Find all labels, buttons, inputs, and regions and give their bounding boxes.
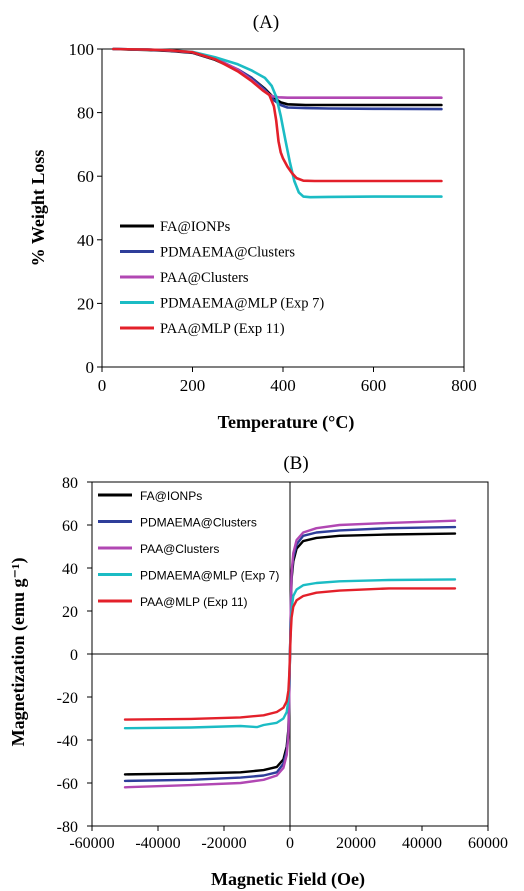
chart-b-y-tick-label: 20 <box>62 604 78 621</box>
chart-b-x-tick-label: 40000 <box>402 835 442 852</box>
chart-a-legend-label-pdmaema-mlp-exp-7: PDMAEMA@MLP (Exp 7) <box>160 296 324 312</box>
chart-a-y-tick-label: 80 <box>77 104 94 123</box>
chart-b-x-axis-title: Magnetic Field (Oe) <box>211 869 365 890</box>
chart-a-series-line-paa-mlp-exp-11 <box>112 47 443 183</box>
chart-b: (B) -80 -60 -40 -20 0 20 40 60 80 -60000 -40000 -2… <box>8 453 508 890</box>
chart-b-x-tick-label: 20000 <box>336 835 376 852</box>
chart-b-y-tick-label: -80 <box>57 819 78 836</box>
chart-b-x-tick-label: -60000 <box>69 835 114 852</box>
chart-a-x-tick-label: 0 <box>98 376 107 395</box>
chart-b-legend-label-pdmaema-mlp-exp-7: PDMAEMA@MLP (Exp 7) <box>140 569 279 583</box>
chart-a-legend: FA@IONPs PDMAEMA@Clusters PAA@Clusters PDMA… <box>120 219 324 337</box>
chart-b-y-tick-labels: -80 -60 -40 -20 0 20 40 60 80 <box>57 475 92 836</box>
chart-a-legend-label-fa-ionps: FA@IONPs <box>160 219 231 235</box>
chart-a-y-tick-label: 60 <box>77 167 94 186</box>
chart-a-y-tick-label: 100 <box>69 40 95 59</box>
chart-b-x-tick-label: -40000 <box>135 835 180 852</box>
chart-b-y-tick-label: 80 <box>62 475 78 492</box>
chart-a-x-tick-label: 400 <box>270 376 296 395</box>
chart-b-legend-label-pdmaema-clusters: PDMAEMA@Clusters <box>140 516 257 530</box>
chart-b-x-tick-label: 60000 <box>468 835 508 852</box>
chart-a-x-tick-label: 200 <box>180 376 206 395</box>
chart-a-x-tick-labels: 0 200 400 600 800 <box>98 367 477 395</box>
chart-b-legend: FA@IONPs PDMAEMA@Clusters PAA@Clusters PDMA… <box>98 489 279 609</box>
chart-b-y-tick-label: -20 <box>57 690 78 707</box>
chart-b-x-tick-labels: -60000 -40000 -20000 0 20000 40000 60000 <box>69 826 508 852</box>
chart-b-legend-label-paa-clusters: PAA@Clusters <box>140 542 219 556</box>
chart-b-x-tick-label: 0 <box>286 835 294 852</box>
chart-b-y-tick-label: 40 <box>62 561 78 578</box>
chart-b-legend-label-paa-mlp-exp-11: PAA@MLP (Exp 11) <box>140 595 248 609</box>
chart-b-legend-label-fa-ionps: FA@IONPs <box>140 489 202 503</box>
chart-b-y-tick-label: 60 <box>62 518 78 535</box>
chart-a-y-tick-label: 40 <box>77 231 94 250</box>
chart-a-legend-label-pdmaema-clusters: PDMAEMA@Clusters <box>160 245 295 261</box>
chart-a-x-tick-label: 600 <box>361 376 387 395</box>
chart-a-x-axis-title: Temperature (°C) <box>218 412 355 433</box>
chart-a-y-tick-label: 20 <box>77 294 94 313</box>
chart-b-series-line-paa-mlp-exp-11 <box>123 587 457 721</box>
chart-a: (A) 0 20 40 60 80 100 0 200 400 600 800 FA@IONPs P… <box>28 12 477 433</box>
chart-b-title: (B) <box>283 453 308 474</box>
chart-a-title: (A) <box>253 12 279 33</box>
chart-a-series <box>112 47 443 199</box>
chart-a-y-tick-labels: 0 20 40 60 80 100 <box>69 40 102 377</box>
chart-b-x-tick-label: -20000 <box>201 835 246 852</box>
chart-a-y-tick-label: 0 <box>86 358 95 377</box>
chart-b-y-tick-label: 0 <box>70 647 78 664</box>
chart-b-y-tick-label: -60 <box>57 776 78 793</box>
chart-b-series <box>92 482 488 826</box>
chart-b-y-tick-label: -40 <box>57 733 78 750</box>
chart-a-legend-label-paa-clusters: PAA@Clusters <box>160 270 249 286</box>
chart-a-y-axis-title: % Weight Loss <box>28 150 48 267</box>
chart-a-x-tick-label: 800 <box>451 376 477 395</box>
chart-b-y-axis-title: Magnetization (emu g⁻¹) <box>8 558 29 747</box>
chart-a-legend-label-paa-mlp-exp-11: PAA@MLP (Exp 11) <box>160 321 285 337</box>
